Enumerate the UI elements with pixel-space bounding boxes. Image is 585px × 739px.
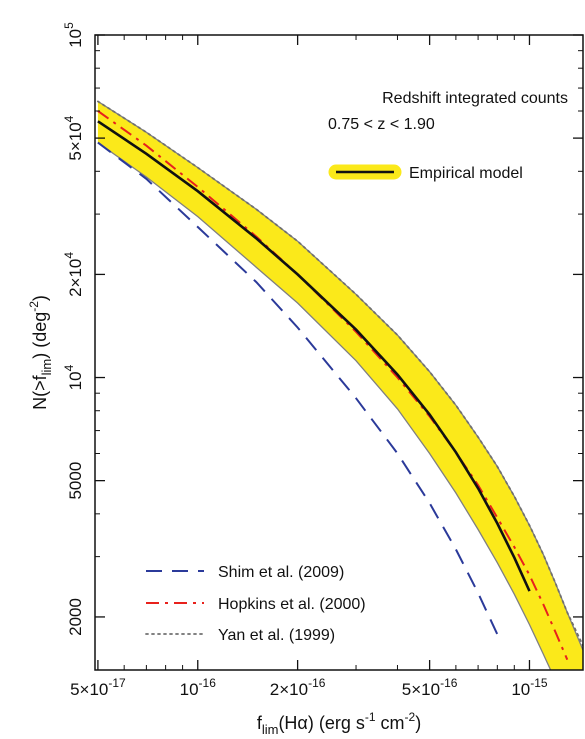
legend-label-hopkins-et-al-2000: Hopkins et al. (2000) [218, 596, 366, 613]
y-tick-label: 2×104 [62, 252, 85, 297]
legend: Redshift integrated counts 0.75 < z < 1.9… [145, 90, 568, 644]
x-axis-label: flim(Hα) (erg s-1 cm-2) [257, 710, 421, 737]
x-tick-label: 10-16 [180, 676, 217, 699]
annotation-line-1: Redshift integrated counts [382, 90, 568, 107]
legend-label-empirical-model: Empirical model [409, 165, 523, 182]
uncertainty-band [97, 101, 583, 670]
axis-ticks [95, 34, 583, 670]
x-tick-label: 2×10-16 [270, 676, 326, 699]
y-axis-label: N(>flim) (deg-2) [27, 295, 54, 410]
legend-label-yan-et-al-1999: Yan et al. (1999) [218, 627, 335, 644]
legend-label-shim-et-al-2009: Shim et al. (2009) [218, 564, 344, 581]
plot-area [97, 100, 583, 670]
x-tick-label: 10-15 [511, 676, 548, 699]
band-lower-edge [97, 142, 552, 670]
annotation-line-2: 0.75 < z < 1.90 [328, 116, 435, 133]
x-tick-label: 5×10-17 [70, 676, 126, 699]
axis-labels: 5×10-17 10-16 2×10-16 5×10-16 10-15 2000 5000 1… [27, 22, 548, 737]
y-tick-label: 5000 [66, 462, 85, 500]
y-tick-label: 104 [62, 364, 85, 390]
y-tick-label: 2000 [66, 598, 85, 636]
series-line-shim-et-al-2009 [97, 141, 499, 635]
x-tick-label: 5×10-16 [402, 676, 458, 699]
y-tick-label: 105 [62, 22, 85, 48]
plot-frame [94, 34, 584, 671]
series-line-empirical-model [97, 120, 531, 592]
y-tick-label: 5×104 [62, 115, 85, 160]
series-line-hopkins-et-al-2000 [97, 110, 569, 661]
series-line-yan-et-al-1999 [97, 100, 583, 647]
